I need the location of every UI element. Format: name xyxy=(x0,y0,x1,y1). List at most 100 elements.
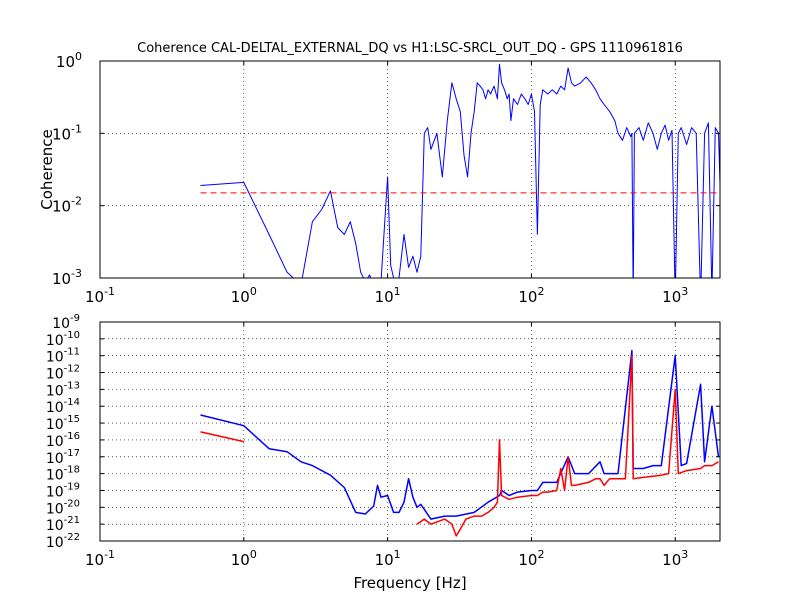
spectrum-tick-labels: 10-1 100 101 102 10310-2210-2110-2010-1910-1… xyxy=(46,313,688,569)
y-tick-label: 10-11 xyxy=(46,347,80,366)
x-tick-label-exponent: 0 xyxy=(250,285,257,298)
y-tick-label-exponent: -10 xyxy=(64,330,80,341)
x-tick-label-exponent: 3 xyxy=(681,548,688,561)
y-tick-label-base: 10 xyxy=(46,333,64,349)
x-tick-label: 102 xyxy=(518,548,544,569)
series-line-3 xyxy=(416,354,719,537)
coherence-grid xyxy=(100,61,720,278)
y-tick-label: 100 xyxy=(56,50,82,71)
y-tick-label: 10-20 xyxy=(46,498,80,517)
x-tick-label-exponent: 1 xyxy=(394,548,401,561)
y-tick-label-exponent: -11 xyxy=(64,347,80,358)
series-line-1 xyxy=(200,63,720,278)
y-tick-label-exponent: -16 xyxy=(64,431,80,442)
y-tick-label: 10-1 xyxy=(52,122,82,143)
y-tick-label-exponent: -14 xyxy=(64,397,80,408)
y-tick-label-exponent: -18 xyxy=(64,465,80,476)
y-tick-label: 10-17 xyxy=(46,448,80,467)
x-tick-label-base: 10 xyxy=(375,288,394,306)
y-tick-label: 10-19 xyxy=(46,481,80,500)
y-tick-label-base: 10 xyxy=(52,270,71,288)
y-tick-label-base: 10 xyxy=(52,198,71,216)
x-tick-label-exponent: 3 xyxy=(681,285,688,298)
x-tick-label-base: 10 xyxy=(85,551,104,569)
y-tick-label-base: 10 xyxy=(46,350,64,366)
spectrum-ticks xyxy=(99,321,720,542)
x-tick-label-exponent: 2 xyxy=(537,548,544,561)
y-tick-label: 10-15 xyxy=(46,414,80,433)
y-tick-label-exponent: -1 xyxy=(71,122,82,135)
coherence-ticks xyxy=(99,60,720,279)
x-tick-label-base: 10 xyxy=(231,288,250,306)
y-tick-label-base: 10 xyxy=(46,434,64,450)
y-tick-label-base: 10 xyxy=(46,484,64,500)
x-tick-label-exponent: 2 xyxy=(537,285,544,298)
y-tick-label-base: 10 xyxy=(46,383,64,399)
y-tick-label-base: 10 xyxy=(56,53,75,71)
y-tick-label-base: 10 xyxy=(52,316,70,332)
y-tick-label-exponent: -12 xyxy=(64,364,80,375)
x-tick-label: 101 xyxy=(375,548,401,569)
x-tick-label-base: 10 xyxy=(375,551,394,569)
y-tick-label: 10-18 xyxy=(46,465,80,484)
y-tick-label: 10-10 xyxy=(46,330,80,349)
coherence-series xyxy=(200,63,720,278)
x-tick-label-exponent: 1 xyxy=(394,285,401,298)
y-tick-label: 10-3 xyxy=(52,267,82,288)
x-tick-label-exponent: 0 xyxy=(250,548,257,561)
chart-title: Coherence CAL-DELTAL_EXTERNAL_DQ vs H1:L… xyxy=(137,41,683,56)
x-tick-label: 100 xyxy=(231,548,257,569)
coherence-plot-frame xyxy=(99,60,721,279)
y-tick-label-exponent: -17 xyxy=(64,448,80,459)
y-tick-label-exponent: -9 xyxy=(70,313,80,324)
x-tick-label-base: 10 xyxy=(85,288,104,306)
y-tick-label-exponent: -13 xyxy=(64,380,80,391)
spectrum-plot-frame xyxy=(99,321,721,542)
x-tick-label-exponent: -1 xyxy=(104,285,115,298)
y-tick-label: 10-2 xyxy=(52,195,82,216)
y-tick-label-exponent: -3 xyxy=(71,267,82,280)
y-tick-label-exponent: -2 xyxy=(71,195,82,208)
y-tick-label: 10-16 xyxy=(46,431,80,450)
series-line-1 xyxy=(200,349,720,520)
y-tick-label-base: 10 xyxy=(46,367,64,383)
x-tick-label: 101 xyxy=(375,285,401,306)
x-tick-label-exponent: -1 xyxy=(104,548,115,561)
x-tick-label: 103 xyxy=(662,285,688,306)
y-tick-label-exponent: -22 xyxy=(64,532,80,543)
y-tick-label: 10-22 xyxy=(46,532,80,551)
x-axis-label: Frequency [Hz] xyxy=(353,574,466,592)
y-tick-label: 10-21 xyxy=(46,515,80,534)
x-tick-label: 10-1 xyxy=(85,548,115,569)
y-tick-label-exponent: -20 xyxy=(64,498,80,509)
spectrum-plot: 10-1 100 101 102 10310-2210-2110-2010-1910-1… xyxy=(46,313,721,569)
y-tick-label-exponent: -15 xyxy=(64,414,80,425)
y-tick-label-exponent: -19 xyxy=(64,481,80,492)
y-tick-label-base: 10 xyxy=(46,468,64,484)
y-tick-label: 10-13 xyxy=(46,380,80,399)
x-tick-label-base: 10 xyxy=(662,288,681,306)
y-tick-label: 10-9 xyxy=(52,313,80,332)
y-tick-label-base: 10 xyxy=(46,518,64,534)
x-tick-label: 102 xyxy=(518,285,544,306)
x-tick-label: 100 xyxy=(231,285,257,306)
y-tick-label-base: 10 xyxy=(46,535,64,551)
series-line-2 xyxy=(200,431,244,443)
x-tick-label-base: 10 xyxy=(662,551,681,569)
x-tick-label-base: 10 xyxy=(231,551,250,569)
x-tick-label: 10-1 xyxy=(85,285,115,306)
y-tick-label-base: 10 xyxy=(46,400,64,416)
x-tick-label-base: 10 xyxy=(518,551,537,569)
coherence-y-axis-label: Coherence xyxy=(38,129,56,209)
x-tick-label-base: 10 xyxy=(518,288,537,306)
y-tick-label-exponent: -21 xyxy=(64,515,80,526)
y-tick-label-exponent: 0 xyxy=(75,50,82,63)
y-tick-label-base: 10 xyxy=(46,451,64,467)
y-tick-label: 10-12 xyxy=(46,364,80,383)
y-tick-label-base: 10 xyxy=(52,125,71,143)
x-tick-label: 103 xyxy=(662,548,688,569)
